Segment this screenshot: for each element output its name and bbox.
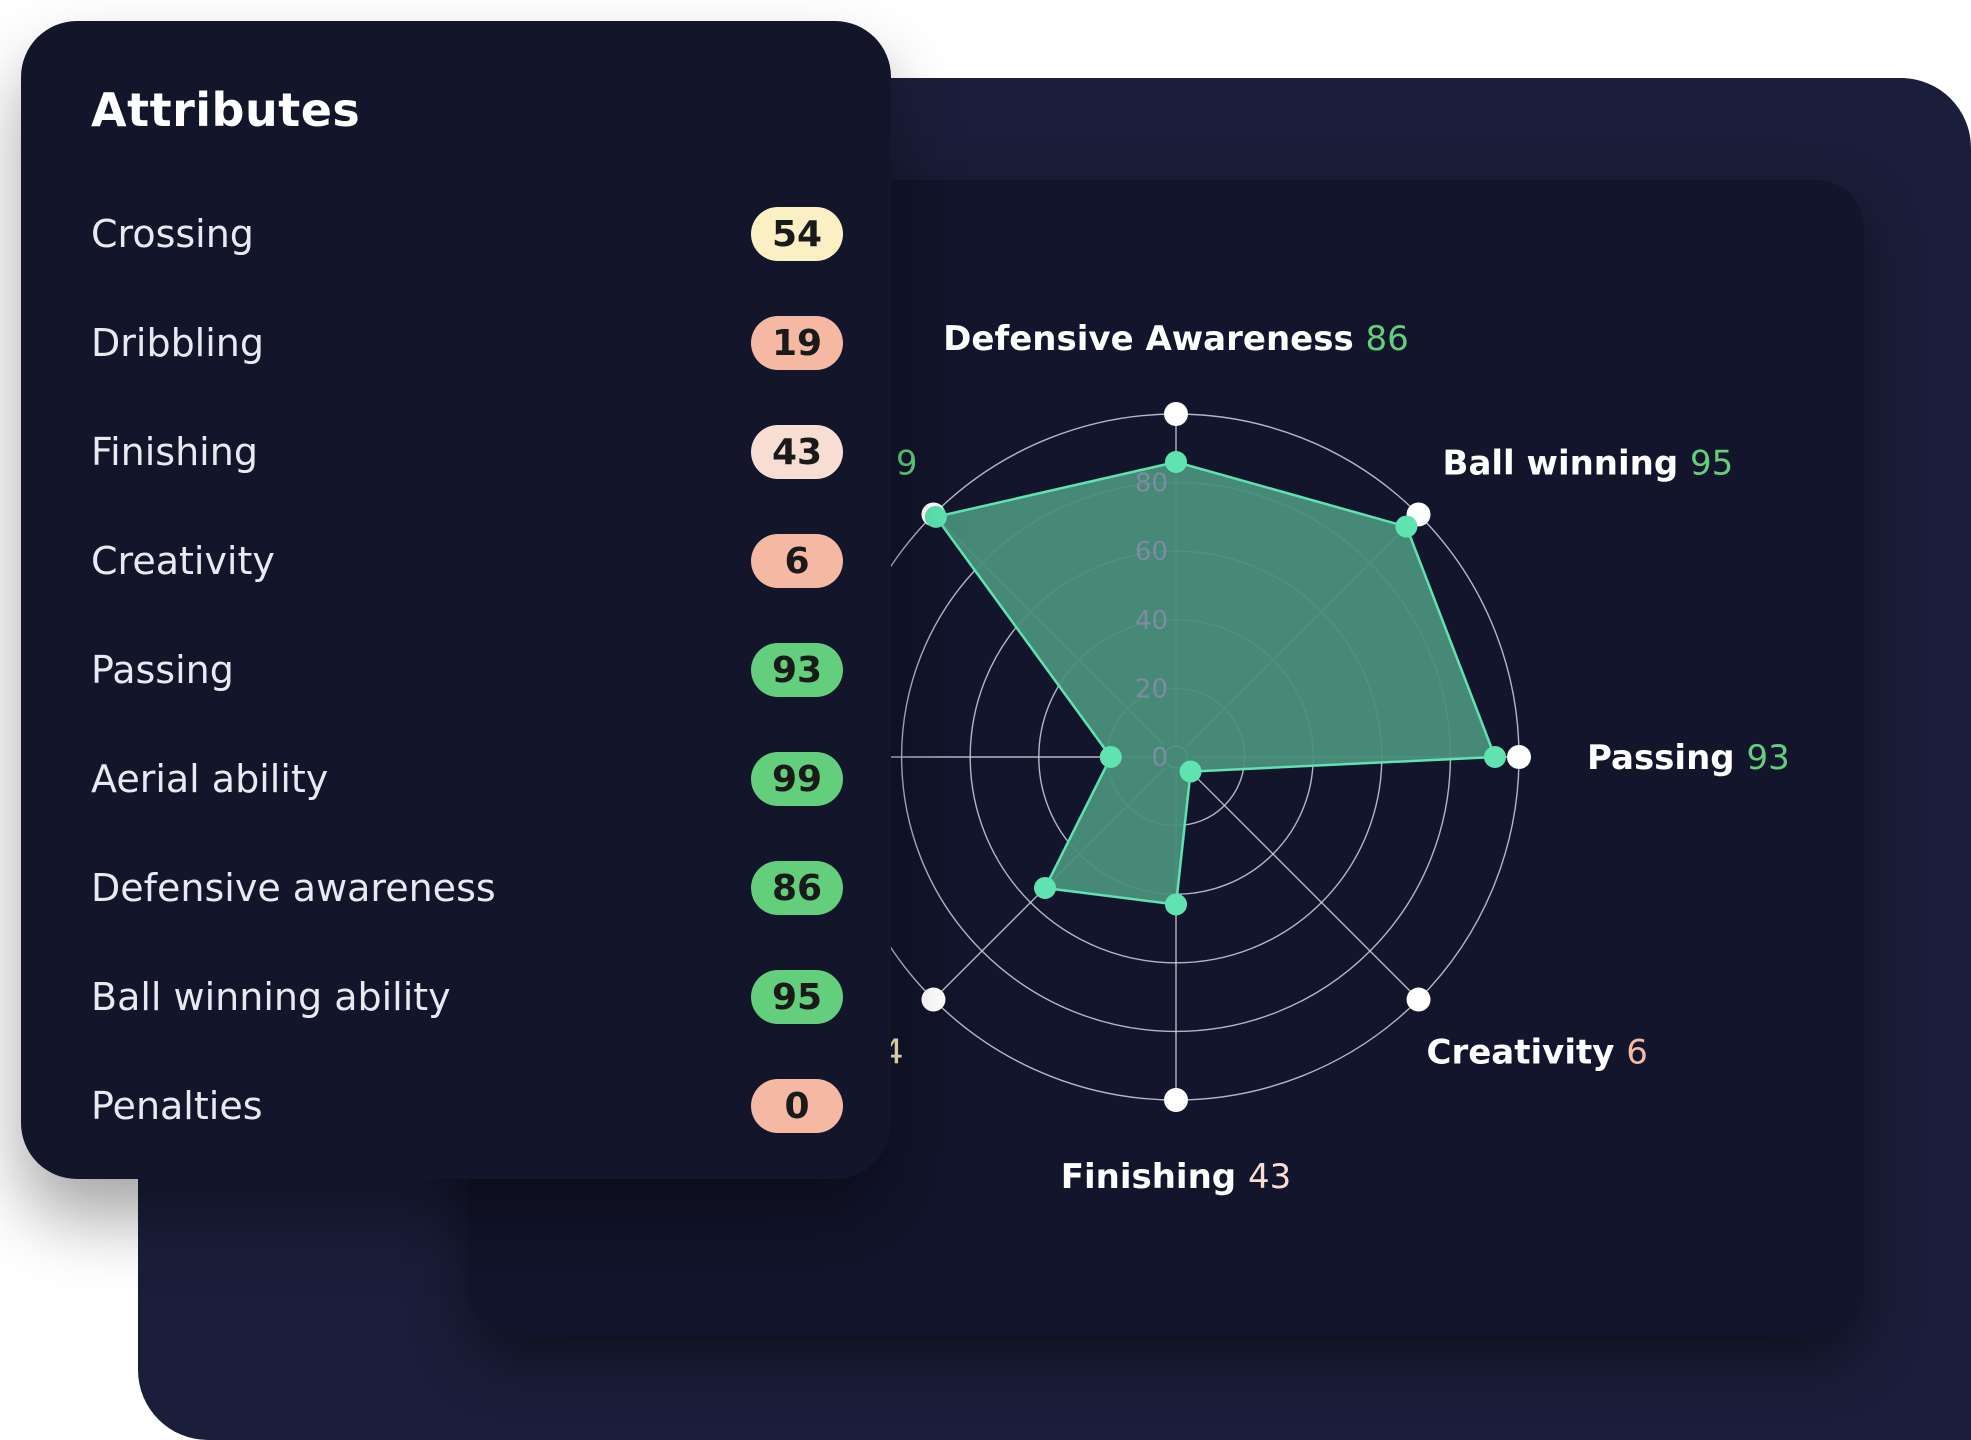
r-tick-label: 40: [1135, 606, 1168, 636]
axis-name: Passing: [1587, 738, 1746, 778]
attribute-value-badge: 43: [751, 425, 843, 479]
attributes-panel: Attributes Crossing 54 Dribbling 19 Finishin…: [21, 21, 891, 1179]
r-tick-label: 80: [1135, 469, 1168, 499]
axis-end-point: [1406, 987, 1431, 1012]
attribute-value-badge: 99: [751, 752, 843, 806]
data-point: [1179, 760, 1202, 783]
axis-label: Ball winning 95: [1443, 443, 1734, 483]
axis-end-point: [1164, 1088, 1188, 1112]
axis-label: Creativity 6: [1427, 1033, 1648, 1073]
r-tick-label: 60: [1135, 537, 1168, 567]
axis-value: 6: [1626, 1033, 1648, 1073]
attribute-label: Crossing: [91, 212, 254, 256]
data-point: [1034, 876, 1057, 899]
axis-end-point: [1164, 402, 1188, 426]
attribute-row: Defensive awareness 86: [91, 860, 843, 916]
r-tick-label: 20: [1135, 674, 1168, 704]
attribute-label: Ball winning ability: [91, 975, 451, 1019]
attribute-value-badge: 86: [751, 861, 843, 915]
attribute-value-badge: 6: [751, 534, 843, 588]
axis-end-point: [921, 987, 946, 1012]
attribute-value-badge: 95: [751, 970, 843, 1024]
attribute-row: Finishing 43: [91, 424, 843, 480]
attribute-value-badge: 54: [751, 207, 843, 261]
data-point: [1099, 746, 1122, 768]
r-tick-label: 0: [1151, 743, 1168, 773]
axis-label: 9: [896, 443, 918, 483]
attribute-row: Aerial ability 99: [91, 751, 843, 807]
axis-label: Defensive Awareness 86: [943, 319, 1409, 359]
axis-value: 43: [1248, 1157, 1291, 1197]
attributes-title: Attributes: [91, 83, 361, 137]
attribute-value-badge: 93: [751, 643, 843, 697]
attribute-label: Penalties: [91, 1084, 263, 1128]
attribute-label: Passing: [91, 648, 234, 692]
attribute-label: Finishing: [91, 430, 258, 474]
attribute-row: Penalties 0: [91, 1078, 843, 1134]
axis-value: 9: [896, 443, 918, 483]
attribute-value-badge: 19: [751, 316, 843, 370]
attribute-row: Ball winning ability 95: [91, 969, 843, 1025]
attribute-value-badge: 0: [751, 1079, 843, 1133]
data-point: [1165, 451, 1187, 474]
data-point: [1395, 515, 1418, 538]
attribute-row: Crossing 54: [91, 206, 843, 262]
axis-end-point: [1507, 745, 1531, 769]
axis-name: Ball winning: [1443, 443, 1691, 483]
attribute-label: Creativity: [91, 539, 275, 583]
attribute-row: Creativity 6: [91, 533, 843, 589]
axis-value: 93: [1746, 738, 1789, 778]
data-point: [924, 505, 947, 528]
data-point: [1165, 893, 1187, 916]
attribute-label: Defensive awareness: [91, 866, 496, 910]
axis-name: Finishing: [1061, 1157, 1248, 1197]
axis-value: 86: [1366, 319, 1409, 359]
axis-label: Passing 93: [1587, 738, 1790, 778]
data-point: [1483, 746, 1506, 768]
attribute-label: Dribbling: [91, 321, 265, 365]
attribute-row: Passing 93: [91, 642, 843, 698]
axis-value: 95: [1690, 443, 1733, 483]
axis-name: Creativity: [1427, 1033, 1627, 1073]
attribute-label: Aerial ability: [91, 757, 329, 801]
axis-name: Defensive Awareness: [943, 319, 1365, 359]
attribute-row: Dribbling 19: [91, 315, 843, 371]
axis-label: Finishing 43: [1061, 1157, 1291, 1197]
grid-spoke: [1186, 767, 1420, 1001]
